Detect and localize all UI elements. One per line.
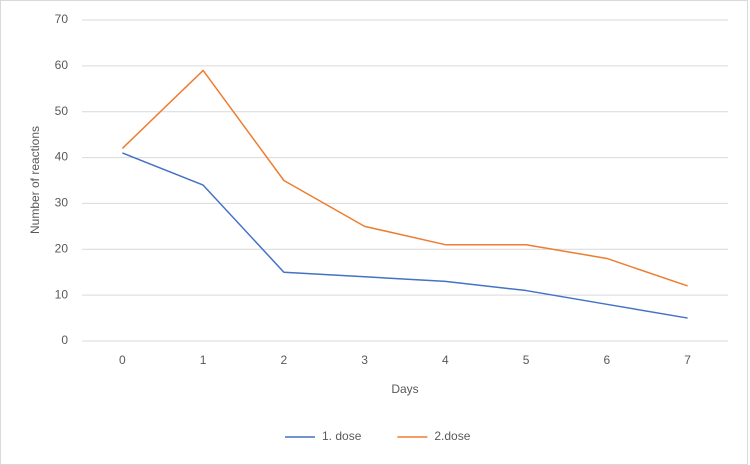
y-tick-label: 40 — [55, 150, 69, 164]
series-line — [121, 69, 688, 287]
y-tick-label: 20 — [55, 241, 69, 255]
y-axis-title: Number of reactions — [28, 126, 42, 234]
y-tick-label: 50 — [55, 104, 69, 118]
x-tick-label: 5 — [523, 353, 530, 367]
y-tick-label: 10 — [55, 287, 69, 301]
x-tick-label: 4 — [442, 353, 449, 367]
y-tick-label: 60 — [55, 58, 69, 72]
x-tick-label: 1 — [200, 353, 207, 367]
y-tick-label: 0 — [61, 333, 68, 347]
legend-label: 1. dose — [322, 429, 362, 443]
x-tick-label: 0 — [119, 353, 126, 367]
x-axis-title: Days — [391, 382, 418, 396]
x-tick-label: 6 — [604, 353, 611, 367]
y-tick-label: 70 — [55, 12, 69, 26]
series-line — [122, 152, 688, 319]
x-tick-label: 2 — [281, 353, 288, 367]
y-tick-label: 30 — [55, 196, 69, 210]
x-tick-label: 7 — [684, 353, 691, 367]
x-tick-label: 3 — [361, 353, 368, 367]
legend-label: 2.dose — [434, 429, 470, 443]
